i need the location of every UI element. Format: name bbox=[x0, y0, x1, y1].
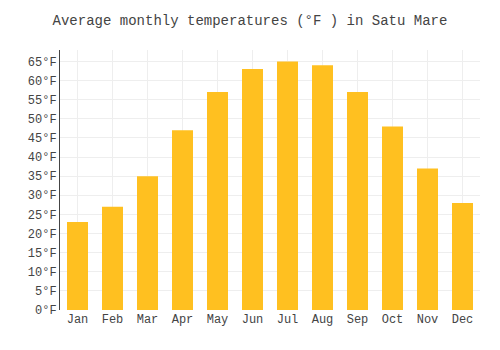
svg-text:Jul: Jul bbox=[277, 313, 299, 327]
svg-text:Mar: Mar bbox=[137, 313, 159, 327]
svg-text:30°F: 30°F bbox=[28, 189, 57, 203]
svg-text:Oct: Oct bbox=[382, 313, 404, 327]
svg-text:Aug: Aug bbox=[312, 313, 334, 327]
svg-text:Sep: Sep bbox=[347, 313, 369, 327]
svg-text:10°F: 10°F bbox=[28, 266, 57, 280]
svg-text:Feb: Feb bbox=[102, 313, 124, 327]
svg-text:0°F: 0°F bbox=[35, 304, 57, 318]
svg-text:40°F: 40°F bbox=[28, 151, 57, 165]
svg-text:15°F: 15°F bbox=[28, 247, 57, 261]
svg-text:20°F: 20°F bbox=[28, 228, 57, 242]
svg-text:Apr: Apr bbox=[172, 313, 194, 327]
svg-text:Jan: Jan bbox=[67, 313, 89, 327]
svg-text:Jun: Jun bbox=[242, 313, 264, 327]
svg-text:25°F: 25°F bbox=[28, 209, 57, 223]
svg-text:Nov: Nov bbox=[417, 313, 439, 327]
svg-text:Average monthly temperatures (: Average monthly temperatures (°F ) in Sa… bbox=[53, 13, 448, 29]
svg-text:50°F: 50°F bbox=[28, 113, 57, 127]
svg-text:55°F: 55°F bbox=[28, 94, 57, 108]
svg-text:35°F: 35°F bbox=[28, 170, 57, 184]
svg-text:May: May bbox=[207, 313, 229, 327]
svg-text:45°F: 45°F bbox=[28, 132, 57, 146]
svg-text:60°F: 60°F bbox=[28, 75, 57, 89]
svg-text:Dec: Dec bbox=[452, 313, 474, 327]
svg-text:5°F: 5°F bbox=[35, 285, 57, 299]
svg-text:65°F: 65°F bbox=[28, 56, 57, 70]
